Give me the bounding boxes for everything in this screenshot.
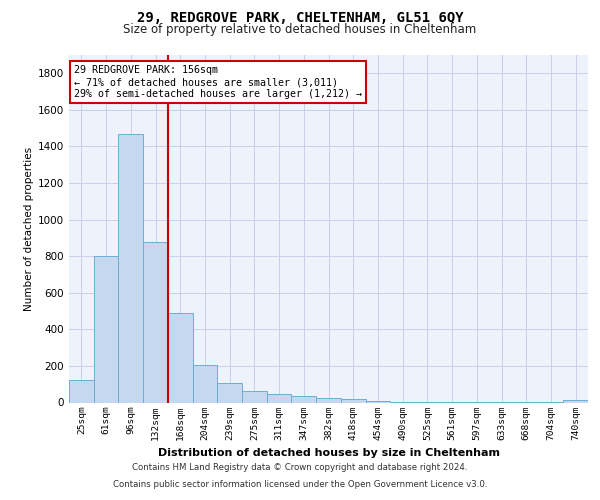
Text: 29 REDGROVE PARK: 156sqm
← 71% of detached houses are smaller (3,011)
29% of sem: 29 REDGROVE PARK: 156sqm ← 71% of detach…	[74, 66, 362, 98]
Bar	[341, 399, 365, 402]
Text: Contains public sector information licensed under the Open Government Licence v3: Contains public sector information licen…	[113, 480, 487, 489]
Text: Contains HM Land Registry data © Crown copyright and database right 2024.: Contains HM Land Registry data © Crown c…	[132, 464, 468, 472]
Bar	[69, 380, 94, 402]
X-axis label: Distribution of detached houses by size in Cheltenham: Distribution of detached houses by size …	[157, 448, 499, 458]
Bar	[292, 396, 316, 402]
Text: Size of property relative to detached houses in Cheltenham: Size of property relative to detached ho…	[124, 22, 476, 36]
Bar	[168, 313, 193, 402]
Bar	[193, 365, 217, 403]
Bar	[242, 390, 267, 402]
Y-axis label: Number of detached properties: Number of detached properties	[24, 146, 34, 311]
Bar	[365, 400, 390, 402]
Text: 29, REDGROVE PARK, CHELTENHAM, GL51 6QY: 29, REDGROVE PARK, CHELTENHAM, GL51 6QY	[137, 12, 463, 26]
Bar	[563, 400, 588, 402]
Bar	[118, 134, 143, 402]
Bar	[217, 384, 242, 402]
Bar	[316, 398, 341, 402]
Bar	[94, 256, 118, 402]
Bar	[267, 394, 292, 402]
Bar	[143, 242, 168, 402]
